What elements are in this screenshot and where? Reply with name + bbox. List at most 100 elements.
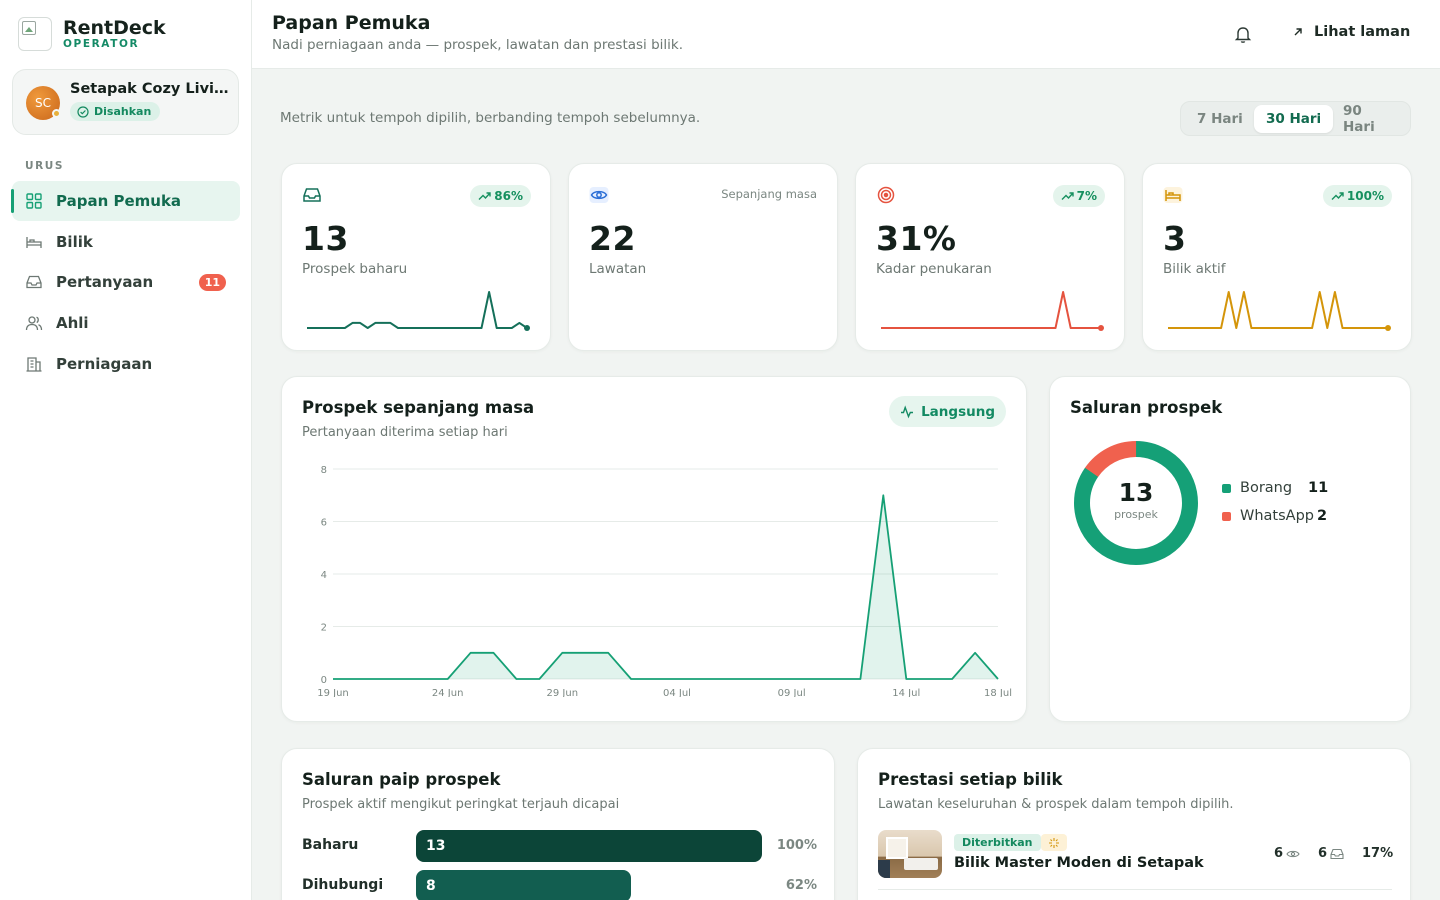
view-site-link[interactable]: Lihat laman: [1292, 24, 1410, 40]
stage-percent: 100%: [776, 838, 817, 853]
inbox-icon: [303, 188, 321, 202]
room-thumbnail: [878, 830, 942, 878]
sidebar-item-inquiries[interactable]: Pertanyaan 11: [12, 262, 240, 302]
trend-up-icon: [1331, 192, 1344, 200]
bed-icon: [1163, 187, 1183, 203]
inquiries-count-badge: 11: [198, 274, 226, 292]
stage-label: Dihubungi: [302, 877, 384, 893]
business-name: Setapak Cozy Living: [70, 81, 230, 97]
grid-icon: [26, 193, 42, 209]
sidebar-item-rooms[interactable]: Bilik: [12, 222, 240, 262]
area-fill: [333, 495, 998, 679]
kpi-value: 31%: [876, 219, 957, 258]
sparkline-end-point: [1098, 325, 1104, 331]
sidebar-item-dashboard[interactable]: Papan Pemuka: [11, 181, 240, 221]
kpi-label: Kadar penukaran: [876, 261, 992, 277]
sparkline: [307, 291, 530, 331]
trend-badge: 7%: [1052, 185, 1105, 207]
x-tick-label: 19 Jun: [317, 688, 349, 697]
sidebar-item-label: Ahli: [56, 314, 89, 333]
y-tick-label: 0: [321, 675, 327, 686]
y-tick-label: 6: [321, 518, 327, 529]
card-title: Prospek sepanjang masa: [302, 398, 535, 417]
brand-logo: [18, 17, 52, 51]
bell-icon[interactable]: [1232, 23, 1254, 45]
kpi-card-views: Sepanjang masa 22 Lawatan: [568, 163, 838, 351]
x-tick-label: 09 Jul: [778, 688, 806, 697]
sparkline: [881, 291, 1104, 331]
room-leads: 6: [1318, 846, 1344, 861]
x-tick-label: 29 Jun: [547, 688, 579, 697]
y-tick-label: 2: [321, 623, 327, 634]
sidebar-item-label: Papan Pemuka: [56, 192, 182, 210]
room-performance-card: Prestasi setiap bilik Lawatan keseluruha…: [857, 748, 1411, 900]
trend-badge: 86%: [470, 185, 531, 207]
sparkline-path: [881, 291, 1101, 329]
sidebar-item-business[interactable]: Perniagaan: [12, 344, 240, 384]
card-title: Saluran prospek: [1070, 398, 1223, 417]
room-name: Bilik Master Moden di Setapak: [954, 855, 1204, 871]
eye-icon: [589, 187, 609, 203]
kpi-label: Lawatan: [589, 261, 647, 277]
page-title: Papan Pemuka: [272, 12, 431, 34]
legend-item-whatsapp: WhatsApp 2: [1222, 508, 1327, 524]
inbox-icon: [26, 276, 42, 289]
room-views: 6: [1274, 846, 1300, 861]
arrow-up-right-icon: [1294, 28, 1302, 36]
leads-area-chart: 0 2 4 6 8 19 Jun 24 Jun 29 Jun 04 Jul 09 Jul 14 Ju…: [317, 465, 1012, 697]
channels-donut-chart: [1073, 441, 1198, 565]
stage-track: 8: [416, 870, 762, 900]
page-subtitle: Nadi perniagaan anda — prospek, lawatan …: [272, 37, 684, 53]
pipeline-card: Saluran paip prospek Prospek aktif mengi…: [281, 748, 835, 900]
top-header: Papan Pemuka Nadi perniagaan anda — pros…: [252, 0, 1440, 69]
card-subtitle: Pertanyaan diterima setiap hari: [302, 425, 508, 440]
pipeline-stage-new: Baharu 13 100%: [302, 830, 817, 862]
business-switcher[interactable]: SC Setapak Cozy Living Disahkan: [12, 69, 239, 135]
brand[interactable]: RentDeck OPERATOR: [18, 17, 166, 51]
x-tick-label: 14 Jul: [892, 688, 920, 697]
x-tick-label: 04 Jul: [663, 688, 691, 697]
legend-swatch: [1222, 483, 1231, 493]
sidebar-item-label: Pertanyaan: [56, 273, 154, 292]
x-tick-label: 18 Jul: [984, 688, 1012, 697]
live-badge[interactable]: Langsung: [889, 396, 1006, 427]
period-90d-button[interactable]: 90 Hari: [1343, 103, 1375, 135]
verified-badge: Disahkan: [70, 102, 161, 121]
card-subtitle: Lawatan keseluruhan & prospek dalam temp…: [878, 797, 1234, 812]
period-selector: 7 Hari 30 Hari 90 Hari: [1180, 101, 1411, 136]
card-title: Prestasi setiap bilik: [878, 770, 1063, 789]
sparkline-path: [1168, 291, 1388, 329]
sparkline-end-point: [524, 325, 530, 331]
x-tick-label: 24 Jun: [432, 688, 464, 697]
channels-card: Saluran prospek 13 prospek Borang 11 Wha…: [1049, 376, 1411, 722]
sidebar-item-members[interactable]: Ahli: [12, 303, 240, 343]
bed-icon: [26, 236, 42, 248]
kpi-label: Bilik aktif: [1163, 261, 1226, 277]
business-avatar: SC: [26, 86, 61, 120]
donut-total: 13: [1118, 478, 1154, 507]
sidebar: RentDeck OPERATOR SC Setapak Cozy Living…: [0, 0, 252, 900]
metrics-note: Metrik untuk tempoh dipilih, berbanding …: [280, 110, 701, 126]
kpi-period-label: Sepanjang masa: [721, 187, 817, 201]
brand-name: RentDeck: [63, 17, 166, 39]
sidebar-nav: Papan Pemuka Bilik Pertanyaan 11 Ahli Pe…: [11, 181, 240, 384]
sparkle-icon: [1041, 834, 1067, 851]
kpi-card-new-leads: 86% 13 Prospek baharu: [281, 163, 551, 351]
sparkline: [1168, 291, 1391, 331]
stage-track: 13: [416, 830, 762, 862]
period-7d-button[interactable]: 7 Hari: [1197, 111, 1243, 127]
kpi-value: 13: [302, 219, 349, 258]
kpi-card-conversion: 7% 31% Kadar penukaran: [855, 163, 1125, 351]
period-30d-button[interactable]: 30 Hari: [1254, 105, 1334, 133]
legend-item-borang: Borang 11: [1222, 480, 1328, 496]
trend-up-icon: [478, 192, 491, 200]
brand-sub: OPERATOR: [63, 38, 140, 50]
pipeline-stage-contacted: Dihubungi 8 62%: [302, 870, 817, 900]
trend-badge: 100%: [1322, 185, 1392, 207]
card-subtitle: Prospek aktif mengikut peringkat terjauh…: [302, 797, 620, 812]
sidebar-item-label: Bilik: [56, 232, 93, 251]
room-conversion: 17%: [1362, 846, 1394, 861]
kpi-label: Prospek baharu: [302, 261, 408, 277]
activity-icon: [901, 404, 914, 418]
series-line: [333, 494, 999, 680]
